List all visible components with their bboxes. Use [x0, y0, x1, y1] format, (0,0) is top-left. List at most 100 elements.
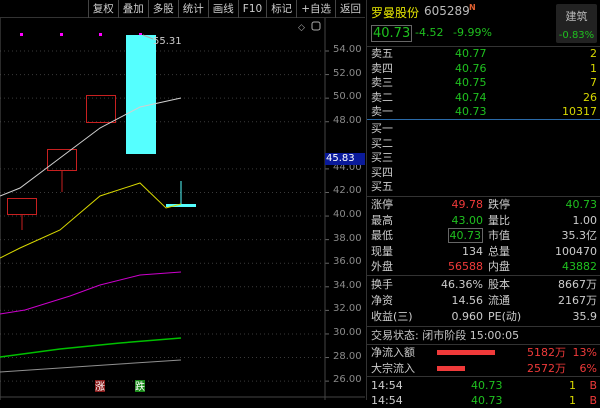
stat-value: 1.00: [572, 213, 598, 227]
panel-toggle-icon[interactable]: [311, 21, 321, 31]
marker-dots: [20, 33, 142, 36]
stat-value: 134: [462, 244, 483, 258]
bid-label: 买五: [371, 180, 393, 193]
y-tick-label: 32.00: [333, 303, 362, 315]
ask-label: 卖五: [371, 47, 393, 60]
toolbar-button[interactable]: 叠加: [117, 0, 148, 18]
bid-label: 买三: [371, 151, 393, 164]
y-tick-label: 40.00: [333, 209, 362, 221]
tick-row: 14:54 40.73 1 B: [367, 378, 600, 393]
ma10-line: [0, 182, 182, 259]
flow-pct: 6%: [579, 361, 597, 375]
candles: [7, 35, 196, 230]
ask-price: 40.77: [455, 47, 487, 60]
candle-down: [126, 35, 156, 154]
tick-volume: 1: [569, 394, 576, 407]
ask-volume: 1: [590, 61, 597, 75]
ask-volume: 26: [583, 90, 597, 104]
diamond-icon[interactable]: ◇: [298, 23, 305, 33]
bid-label: 买二: [371, 136, 393, 150]
ask-price: 40.75: [455, 76, 487, 89]
ask-row: 卖三 40.75 7: [367, 75, 600, 90]
stat-label: 量比: [488, 213, 510, 227]
y-tick-label: 54.00: [333, 44, 362, 55]
y-tick-label: 30.00: [333, 326, 362, 338]
stock-code: 605289: [424, 4, 470, 18]
y-tick-label: 48.00: [333, 114, 362, 126]
tick-time: 14:54: [371, 379, 403, 392]
tick-side: B: [589, 379, 597, 392]
toolbar-button[interactable]: 标记: [266, 0, 296, 18]
bid-row: 买三: [367, 150, 600, 165]
ask-price: 40.73: [455, 105, 487, 118]
trade-status-text: 交易状态: 闭市阶段 15:00:05: [371, 329, 520, 342]
fund-label: 流通: [488, 294, 510, 307]
stat-label: 现量: [371, 244, 393, 258]
bid-row: 买四: [367, 165, 600, 180]
candle-up: [86, 95, 116, 123]
y-tick-label: 28.00: [333, 350, 362, 362]
stat-label: 总量: [488, 244, 510, 258]
ask-label: 卖二: [371, 90, 393, 104]
flow-row: 大宗流入 2572万 6%: [367, 361, 600, 376]
y-tick-label: 38.00: [333, 232, 362, 244]
stat-row: 涨停 49.78 跌停 40.73: [367, 197, 600, 212]
ask-row: 卖五 40.77 2: [367, 46, 600, 61]
toolbar-button[interactable]: 画线: [207, 0, 238, 18]
stock-name: 罗曼股份: [371, 6, 420, 20]
y-tick-label: 44.00: [333, 161, 362, 173]
tick-price: 40.73: [471, 379, 503, 392]
stat-value: 35.3亿: [561, 229, 598, 242]
stat-value: 43882: [562, 260, 597, 273]
new-badge: N: [469, 3, 476, 12]
toolbar-button[interactable]: 复权: [87, 0, 118, 18]
y-tick-label: 50.00: [333, 91, 362, 103]
toolbar-button[interactable]: 统计: [177, 0, 208, 18]
current-price-tag: 45.83: [325, 153, 365, 165]
ma120-line: [0, 359, 182, 373]
fund-value: 46.36%: [441, 278, 483, 291]
fund-value: 2167万: [558, 294, 597, 307]
trade-status: 交易状态: 闭市阶段 15:00:05: [367, 328, 600, 343]
flow-bar: [437, 350, 495, 355]
flow-label: 净流入额: [371, 346, 415, 359]
ask-row: 卖一 40.73 10317: [367, 104, 600, 119]
stat-row: 外盘 56588 内盘 43882: [367, 259, 600, 274]
ask-label: 卖三: [371, 76, 393, 89]
fund-row: 净资 14.56 流通 2167万: [367, 293, 600, 308]
stat-row: 最高 43.00 量比 1.00: [367, 213, 600, 228]
chart-toolbar: 复权 叠加 多股 统计 画线 F10 标记 +自选 返回: [0, 0, 365, 18]
fund-label: PE(动): [488, 310, 522, 323]
toolbar-button[interactable]: 多股: [147, 0, 178, 18]
bid-row: 买一: [367, 121, 600, 136]
kline-svg[interactable]: 55.31 ◇ 涨 跌: [0, 18, 365, 400]
candle-up: [47, 149, 77, 171]
marker-dot: [60, 33, 63, 36]
bid-label: 买一: [371, 122, 393, 135]
toolbar-button[interactable]: F10: [237, 0, 266, 18]
stat-value: 40.73: [565, 198, 598, 211]
high-pointer: [142, 34, 154, 40]
y-tick-label: 26.00: [333, 374, 362, 386]
down-marker-bg: [135, 380, 145, 392]
stat-value: 56588: [448, 260, 483, 273]
price-change-pct: -9.99%: [453, 26, 492, 39]
toolbar-button[interactable]: +自选: [296, 0, 335, 18]
y-tick-label: 52.00: [333, 67, 362, 79]
sector-name: 建筑: [565, 10, 588, 23]
ask-price: 40.76: [455, 61, 487, 75]
y-tick-label: 36.00: [333, 256, 362, 268]
fund-value: 35.9: [572, 310, 598, 323]
y-tick-label: 34.00: [333, 279, 362, 291]
up-marker-bg: [95, 380, 105, 392]
kline-chart[interactable]: 55.31 ◇ 涨 跌 54.00 52.00 50.00 48.00 44.00 42.…: [0, 18, 365, 400]
fund-label: 换手: [371, 278, 393, 291]
ma5-line: [0, 97, 182, 197]
high-price-label: 55.31: [153, 36, 182, 47]
bid-row: 买二: [367, 136, 600, 151]
toolbar-button[interactable]: 返回: [335, 0, 365, 18]
sector-button[interactable]: 建筑 -0.83%: [556, 4, 597, 43]
tick-side: B: [589, 394, 597, 407]
flow-amount: 5182万: [527, 346, 566, 359]
ask-label: 卖四: [371, 61, 393, 75]
